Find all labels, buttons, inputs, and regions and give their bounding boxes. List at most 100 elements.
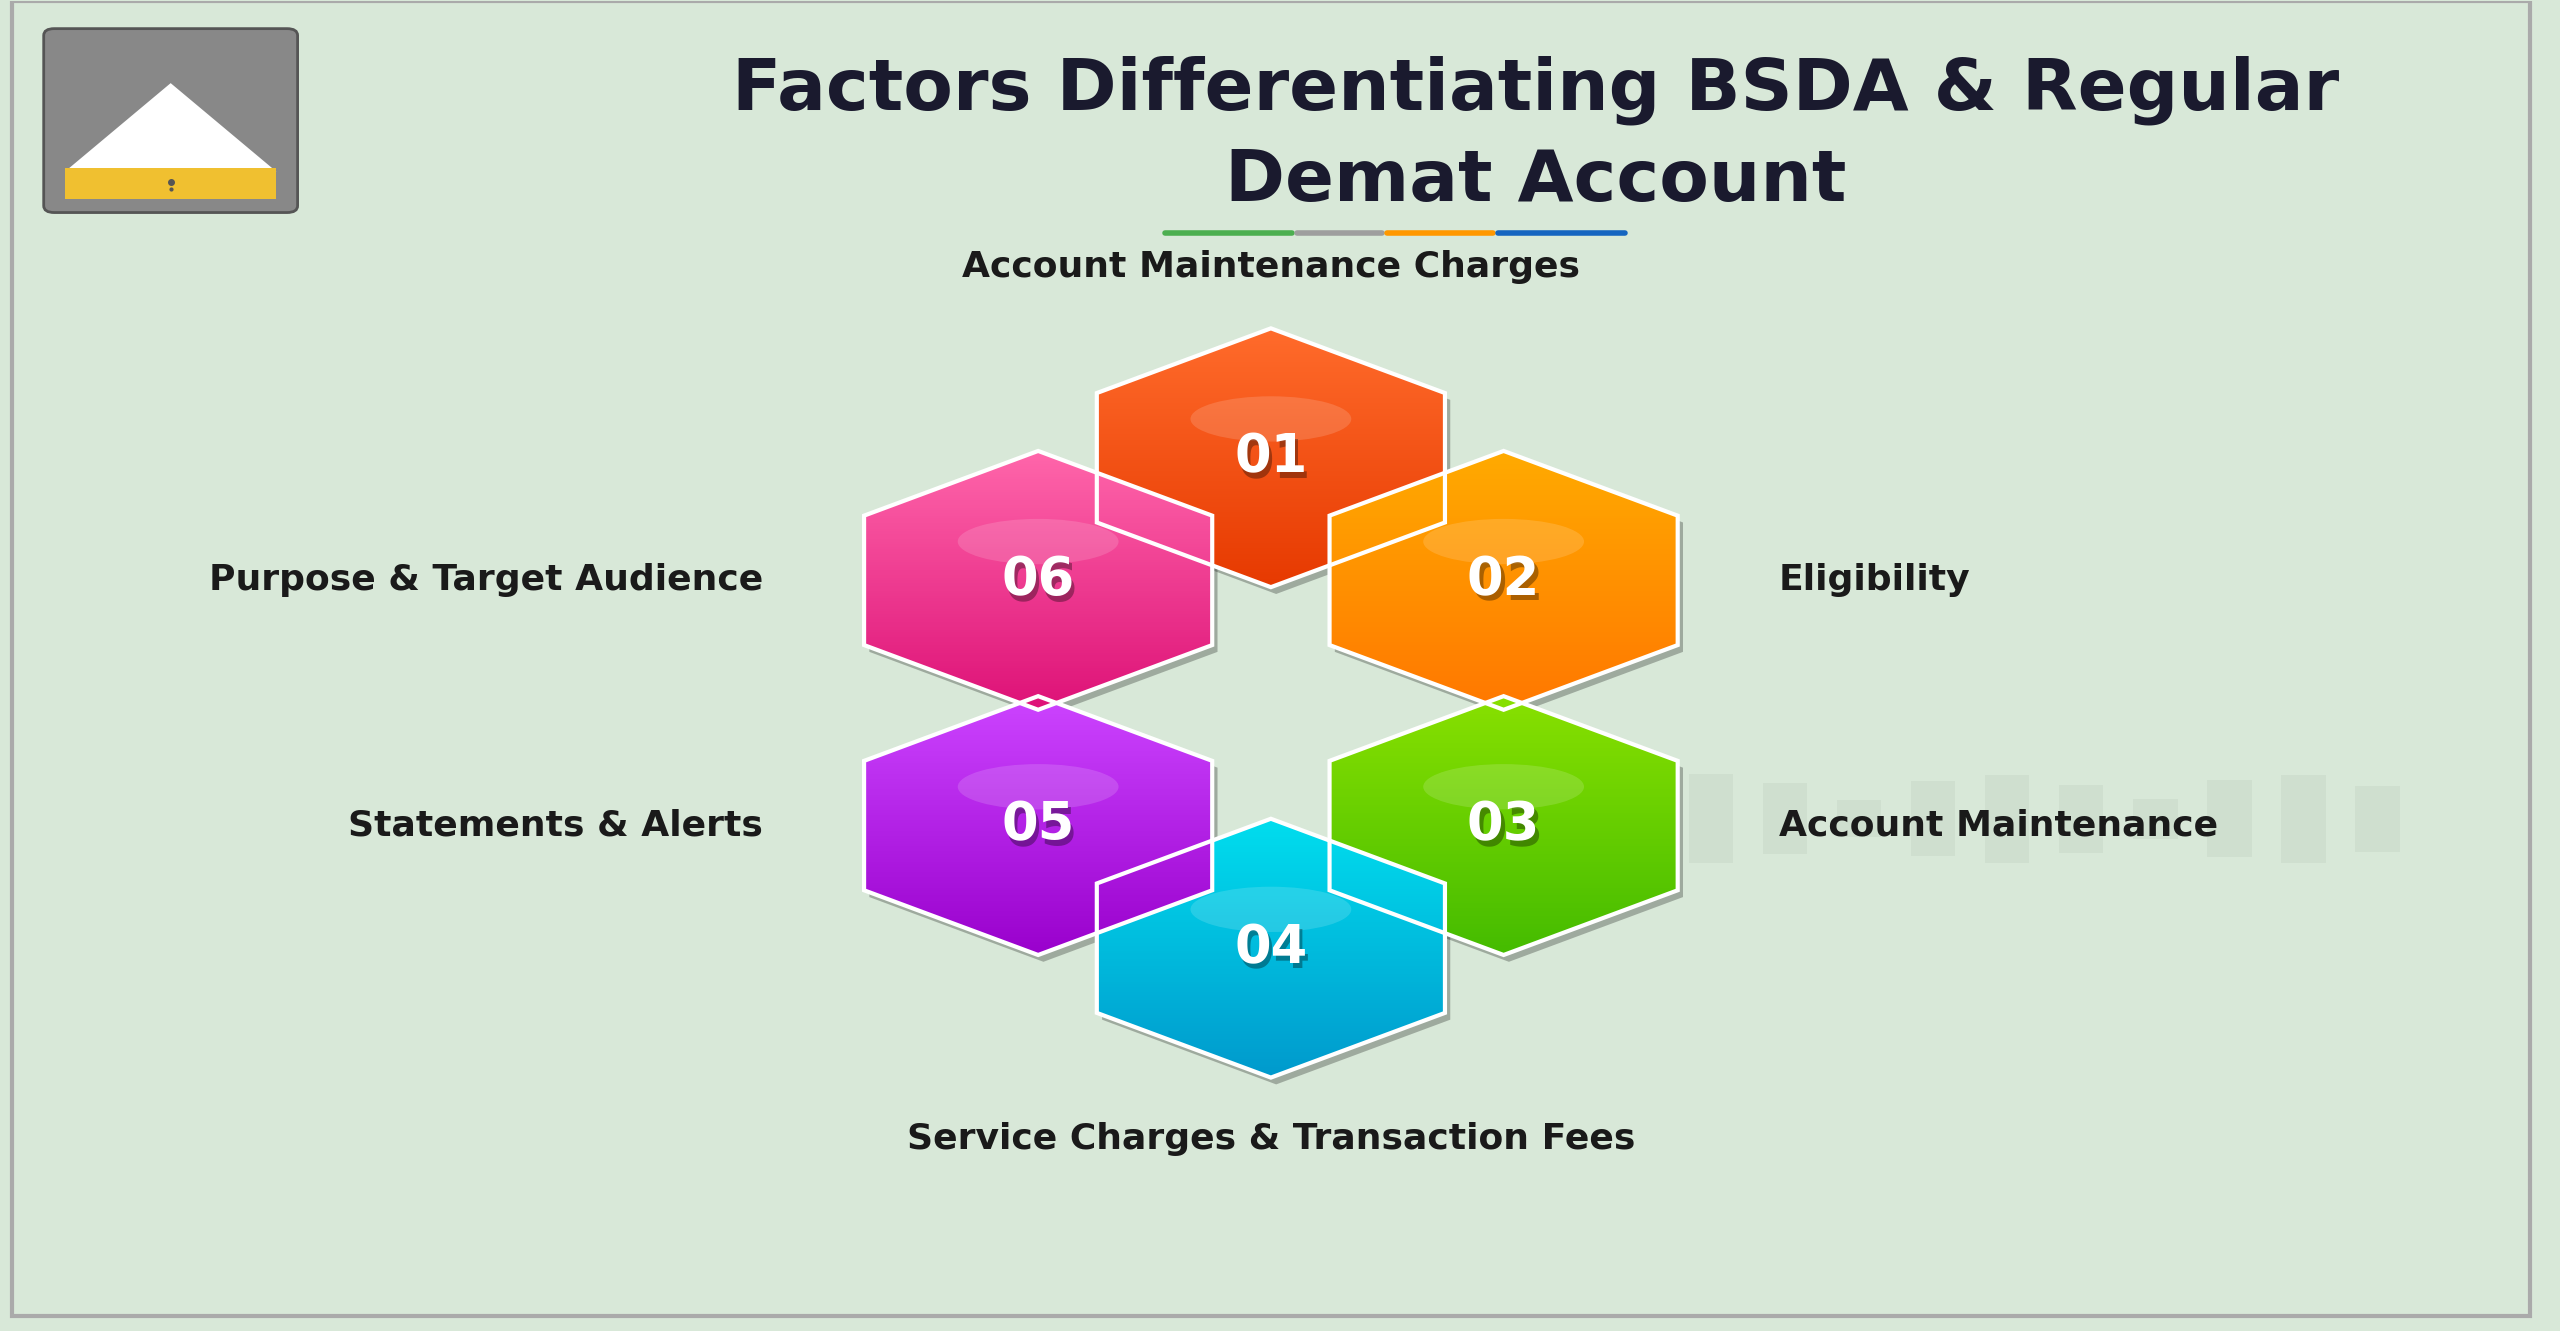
Polygon shape — [970, 1005, 1572, 1008]
Polygon shape — [970, 398, 1572, 401]
Polygon shape — [970, 442, 1572, 445]
Polygon shape — [737, 564, 1339, 567]
Polygon shape — [1203, 602, 1805, 604]
Polygon shape — [737, 948, 1339, 950]
Polygon shape — [970, 1062, 1572, 1065]
Polygon shape — [970, 933, 1572, 936]
Polygon shape — [1203, 729, 1805, 732]
Polygon shape — [970, 337, 1572, 338]
Polygon shape — [1203, 559, 1805, 562]
Polygon shape — [1203, 849, 1805, 852]
Polygon shape — [970, 948, 1572, 950]
Bar — [2355, 785, 2399, 852]
Bar — [1984, 775, 2030, 862]
Polygon shape — [1203, 945, 1805, 948]
Polygon shape — [737, 671, 1339, 673]
Text: 04: 04 — [1234, 922, 1308, 974]
Polygon shape — [970, 868, 1572, 870]
Polygon shape — [737, 695, 1339, 697]
Polygon shape — [970, 417, 1572, 419]
Polygon shape — [737, 624, 1339, 627]
Polygon shape — [970, 483, 1572, 486]
Polygon shape — [737, 880, 1339, 882]
Polygon shape — [970, 520, 1572, 523]
Polygon shape — [1203, 898, 1805, 901]
Polygon shape — [737, 869, 1339, 872]
Polygon shape — [970, 917, 1572, 920]
Polygon shape — [970, 1051, 1572, 1054]
Polygon shape — [737, 673, 1339, 676]
Polygon shape — [1203, 877, 1805, 880]
Polygon shape — [737, 906, 1339, 908]
Polygon shape — [970, 989, 1572, 992]
Polygon shape — [1203, 866, 1805, 869]
Polygon shape — [737, 844, 1339, 847]
Polygon shape — [1203, 781, 1805, 784]
Polygon shape — [970, 427, 1572, 430]
Polygon shape — [737, 676, 1339, 679]
Polygon shape — [1203, 482, 1805, 484]
Polygon shape — [737, 495, 1339, 498]
Polygon shape — [737, 841, 1339, 844]
Polygon shape — [1203, 860, 1805, 861]
Polygon shape — [970, 548, 1572, 551]
Polygon shape — [1203, 474, 1805, 476]
Polygon shape — [970, 843, 1572, 845]
Polygon shape — [970, 906, 1572, 909]
Polygon shape — [970, 466, 1572, 469]
Polygon shape — [970, 1036, 1572, 1038]
Polygon shape — [1203, 564, 1805, 567]
Polygon shape — [737, 932, 1339, 934]
Polygon shape — [1203, 890, 1805, 893]
Polygon shape — [1203, 663, 1805, 666]
Polygon shape — [1203, 624, 1805, 627]
Polygon shape — [970, 855, 1572, 857]
Polygon shape — [1203, 737, 1805, 740]
Polygon shape — [737, 512, 1339, 515]
Polygon shape — [1203, 779, 1805, 781]
Bar — [1764, 784, 1807, 855]
Polygon shape — [1203, 847, 1805, 849]
Polygon shape — [970, 1032, 1572, 1034]
Polygon shape — [970, 357, 1572, 359]
Polygon shape — [970, 1002, 1572, 1005]
Polygon shape — [970, 471, 1572, 474]
Polygon shape — [1203, 861, 1805, 864]
Polygon shape — [1203, 869, 1805, 872]
Polygon shape — [737, 696, 1339, 699]
Polygon shape — [970, 901, 1572, 904]
Polygon shape — [1203, 929, 1805, 932]
Polygon shape — [970, 884, 1572, 886]
Polygon shape — [970, 403, 1572, 406]
Polygon shape — [737, 787, 1339, 789]
Polygon shape — [970, 530, 1572, 532]
Polygon shape — [1203, 864, 1805, 866]
Text: Eligibility: Eligibility — [1779, 563, 1971, 598]
Polygon shape — [737, 599, 1339, 602]
Polygon shape — [970, 385, 1572, 387]
Polygon shape — [1203, 857, 1805, 860]
Polygon shape — [737, 542, 1339, 544]
Polygon shape — [970, 463, 1572, 466]
Polygon shape — [737, 635, 1339, 638]
Polygon shape — [970, 898, 1572, 901]
Polygon shape — [970, 543, 1572, 546]
Polygon shape — [970, 896, 1572, 898]
Polygon shape — [737, 890, 1339, 893]
Polygon shape — [737, 797, 1339, 800]
Polygon shape — [737, 465, 1339, 466]
Polygon shape — [970, 892, 1572, 894]
Polygon shape — [970, 860, 1572, 862]
Polygon shape — [970, 1010, 1572, 1013]
Polygon shape — [737, 469, 1339, 471]
Polygon shape — [970, 450, 1572, 453]
Polygon shape — [1203, 836, 1805, 839]
Polygon shape — [1203, 511, 1805, 512]
Polygon shape — [1203, 459, 1805, 462]
Polygon shape — [970, 538, 1572, 540]
Polygon shape — [1203, 756, 1805, 759]
Polygon shape — [737, 614, 1339, 616]
Polygon shape — [1203, 651, 1805, 652]
Polygon shape — [970, 1000, 1572, 1002]
Polygon shape — [1203, 526, 1805, 528]
